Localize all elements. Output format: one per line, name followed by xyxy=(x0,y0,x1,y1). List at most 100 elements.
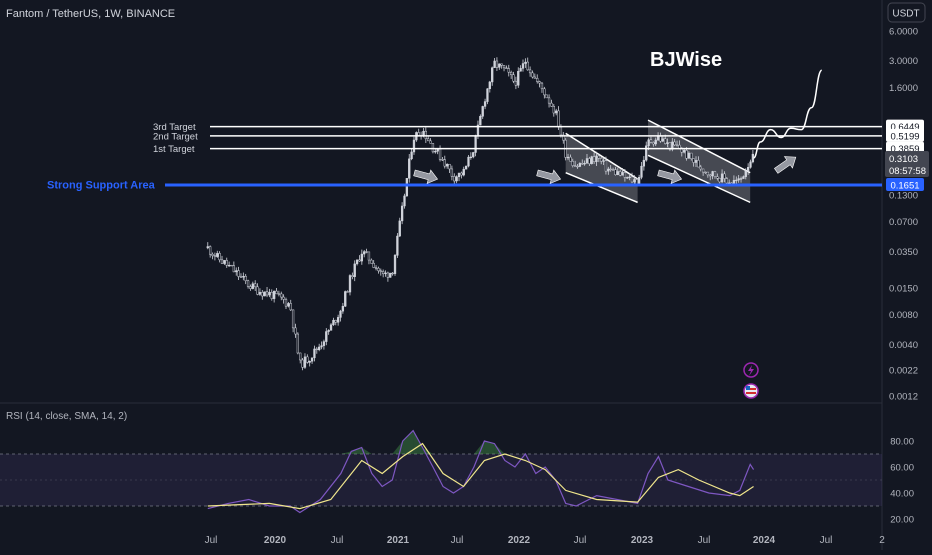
candle-body xyxy=(571,160,574,166)
candle-body xyxy=(296,333,299,354)
candle-body xyxy=(301,359,304,368)
candle-body xyxy=(291,309,295,329)
candle-body xyxy=(668,142,672,150)
candle-body xyxy=(512,74,515,82)
candle-body xyxy=(555,110,558,114)
candle-body xyxy=(211,253,214,256)
arrow-up-right xyxy=(774,156,797,174)
candle-body xyxy=(348,275,352,293)
candle-body xyxy=(339,310,342,318)
candle-body xyxy=(519,68,522,72)
candle-body xyxy=(443,159,446,167)
candle-body xyxy=(374,267,378,269)
candle-body xyxy=(379,270,382,272)
rsi-overbought-fill xyxy=(340,451,352,454)
time-tick: Jul xyxy=(205,535,218,546)
currency-button[interactable]: USDT xyxy=(887,2,926,23)
candle-body xyxy=(209,246,212,255)
time-tick: 2021 xyxy=(387,535,410,546)
candle-body xyxy=(502,65,506,69)
arrow-right-3 xyxy=(657,169,683,185)
candle-body xyxy=(533,76,536,79)
flag-icon[interactable] xyxy=(743,383,759,399)
candle-body xyxy=(223,260,226,264)
candle-body xyxy=(623,172,627,178)
candle-body xyxy=(213,255,217,257)
candle-body xyxy=(389,272,392,278)
price-tick: 0.0150 xyxy=(889,283,918,294)
price-tick: 3.0000 xyxy=(889,56,918,67)
candle-body xyxy=(220,259,224,264)
candle-body xyxy=(258,292,262,295)
candle-body xyxy=(720,173,724,183)
candle-body xyxy=(637,177,641,185)
time-axis[interactable]: Jul 2020 Jul 2021 Jul 2022 Jul 2023 Jul 2024 Jul 2 xyxy=(205,535,886,546)
candle-body xyxy=(569,156,572,162)
candle-body xyxy=(585,158,589,164)
candle-body xyxy=(230,264,233,267)
candle-body xyxy=(318,346,321,350)
candle-body xyxy=(642,159,646,167)
candle-body xyxy=(216,253,219,257)
candle-body xyxy=(396,235,399,256)
candle-body xyxy=(448,163,451,170)
last-price-tag xyxy=(885,151,929,177)
candle-body xyxy=(282,296,285,300)
candle-body xyxy=(500,63,503,66)
candle-body xyxy=(434,151,437,153)
candle-body xyxy=(690,152,693,159)
candle-body xyxy=(742,176,745,179)
candle-body xyxy=(424,130,427,140)
candle-body xyxy=(664,138,667,144)
channel-top-1 xyxy=(565,132,639,180)
candle-body xyxy=(227,264,231,267)
candle-body xyxy=(486,88,489,102)
time-tick: Jul xyxy=(820,535,833,546)
candle-body xyxy=(408,158,411,179)
price-tick: 0.0022 xyxy=(889,366,918,377)
time-tick: Jul xyxy=(574,535,587,546)
rsi-overbought-fill xyxy=(473,441,485,454)
candle-body xyxy=(263,291,266,297)
candle-body xyxy=(460,172,463,176)
price-axis[interactable]: 6.0000 3.0000 1.6000 0.1300 0.0700 0.0350 0.01… xyxy=(885,27,929,526)
candle-body xyxy=(431,143,435,153)
candle-body xyxy=(384,272,387,274)
candle-body xyxy=(327,330,330,332)
candle-body xyxy=(675,144,679,146)
candle-body xyxy=(611,169,615,171)
candle-body xyxy=(604,160,608,172)
candle-body xyxy=(315,348,318,351)
candle-body xyxy=(749,161,752,168)
candle-body xyxy=(365,251,368,253)
candle-body xyxy=(706,171,710,176)
candle-body xyxy=(531,72,534,78)
price-tick: 0.0700 xyxy=(889,217,918,228)
candle-body xyxy=(711,171,714,177)
candle-body xyxy=(514,80,518,86)
candle-body xyxy=(303,356,307,368)
candle-body xyxy=(630,176,634,183)
candle-body xyxy=(716,176,719,179)
candle-body xyxy=(588,158,591,164)
candle-body xyxy=(592,156,596,163)
candle-body xyxy=(272,290,276,299)
candle-body xyxy=(398,220,401,237)
candle-body xyxy=(659,136,662,142)
candle-body xyxy=(552,105,555,114)
candle-body xyxy=(462,168,465,176)
candle-body xyxy=(498,63,501,68)
candle-body xyxy=(453,176,456,182)
candle-body xyxy=(481,106,484,117)
candle-body xyxy=(616,171,619,175)
candle-body xyxy=(649,139,653,143)
candle-body xyxy=(559,126,563,136)
candle-body xyxy=(562,134,565,141)
candle-body xyxy=(739,178,743,180)
rsi-tick: 60.00 xyxy=(890,463,914,474)
candle-body xyxy=(412,139,416,153)
lightning-icon[interactable] xyxy=(743,362,759,378)
